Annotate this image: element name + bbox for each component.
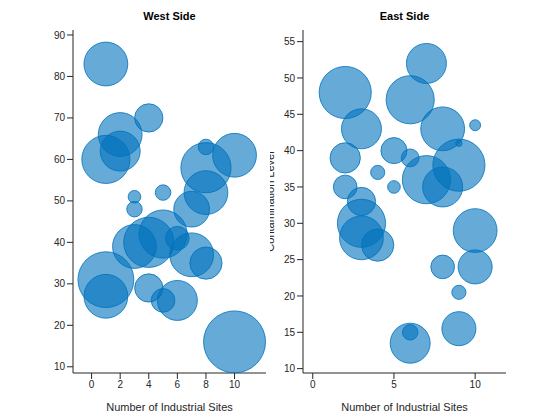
svg-text:10: 10 (229, 379, 241, 390)
svg-text:70: 70 (54, 112, 66, 123)
svg-text:25: 25 (284, 254, 296, 265)
svg-text:6: 6 (175, 379, 181, 390)
svg-text:8: 8 (203, 379, 209, 390)
svg-text:20: 20 (54, 320, 66, 331)
svg-text:10: 10 (284, 363, 296, 374)
svg-text:50: 50 (54, 195, 66, 206)
html-text:East Side: East Side (379, 10, 430, 22)
svg-text:60: 60 (54, 154, 66, 165)
svg-text:5: 5 (391, 379, 397, 390)
svg-text:90: 90 (54, 30, 66, 41)
svg-text:0: 0 (310, 379, 316, 390)
svg-text:10: 10 (54, 361, 66, 372)
svg-text:10: 10 (470, 379, 482, 390)
svg-text:40: 40 (284, 145, 296, 156)
svg-text:45: 45 (284, 109, 296, 120)
svg-text:30: 30 (54, 278, 66, 289)
svg-text:4: 4 (146, 379, 152, 390)
svg-text:0: 0 (89, 379, 95, 390)
svg-text:2: 2 (117, 379, 123, 390)
svg-text:Contamination Level: Contamination Level (270, 151, 276, 251)
svg-text:35: 35 (284, 182, 296, 193)
svg-text:40: 40 (54, 237, 66, 248)
svg-text:55: 55 (284, 36, 296, 47)
svg-text:80: 80 (54, 71, 66, 82)
svg-text:Number of Industrial Sites: Number of Industrial Sites (106, 401, 233, 413)
svg-text:20: 20 (284, 291, 296, 302)
svg-text:30: 30 (284, 218, 296, 229)
svg-text:15: 15 (284, 327, 296, 338)
svg-text:50: 50 (284, 73, 296, 84)
html-text:West Side: West Side (143, 10, 196, 22)
svg-text:Number of Industrial Sites: Number of Industrial Sites (341, 401, 468, 413)
